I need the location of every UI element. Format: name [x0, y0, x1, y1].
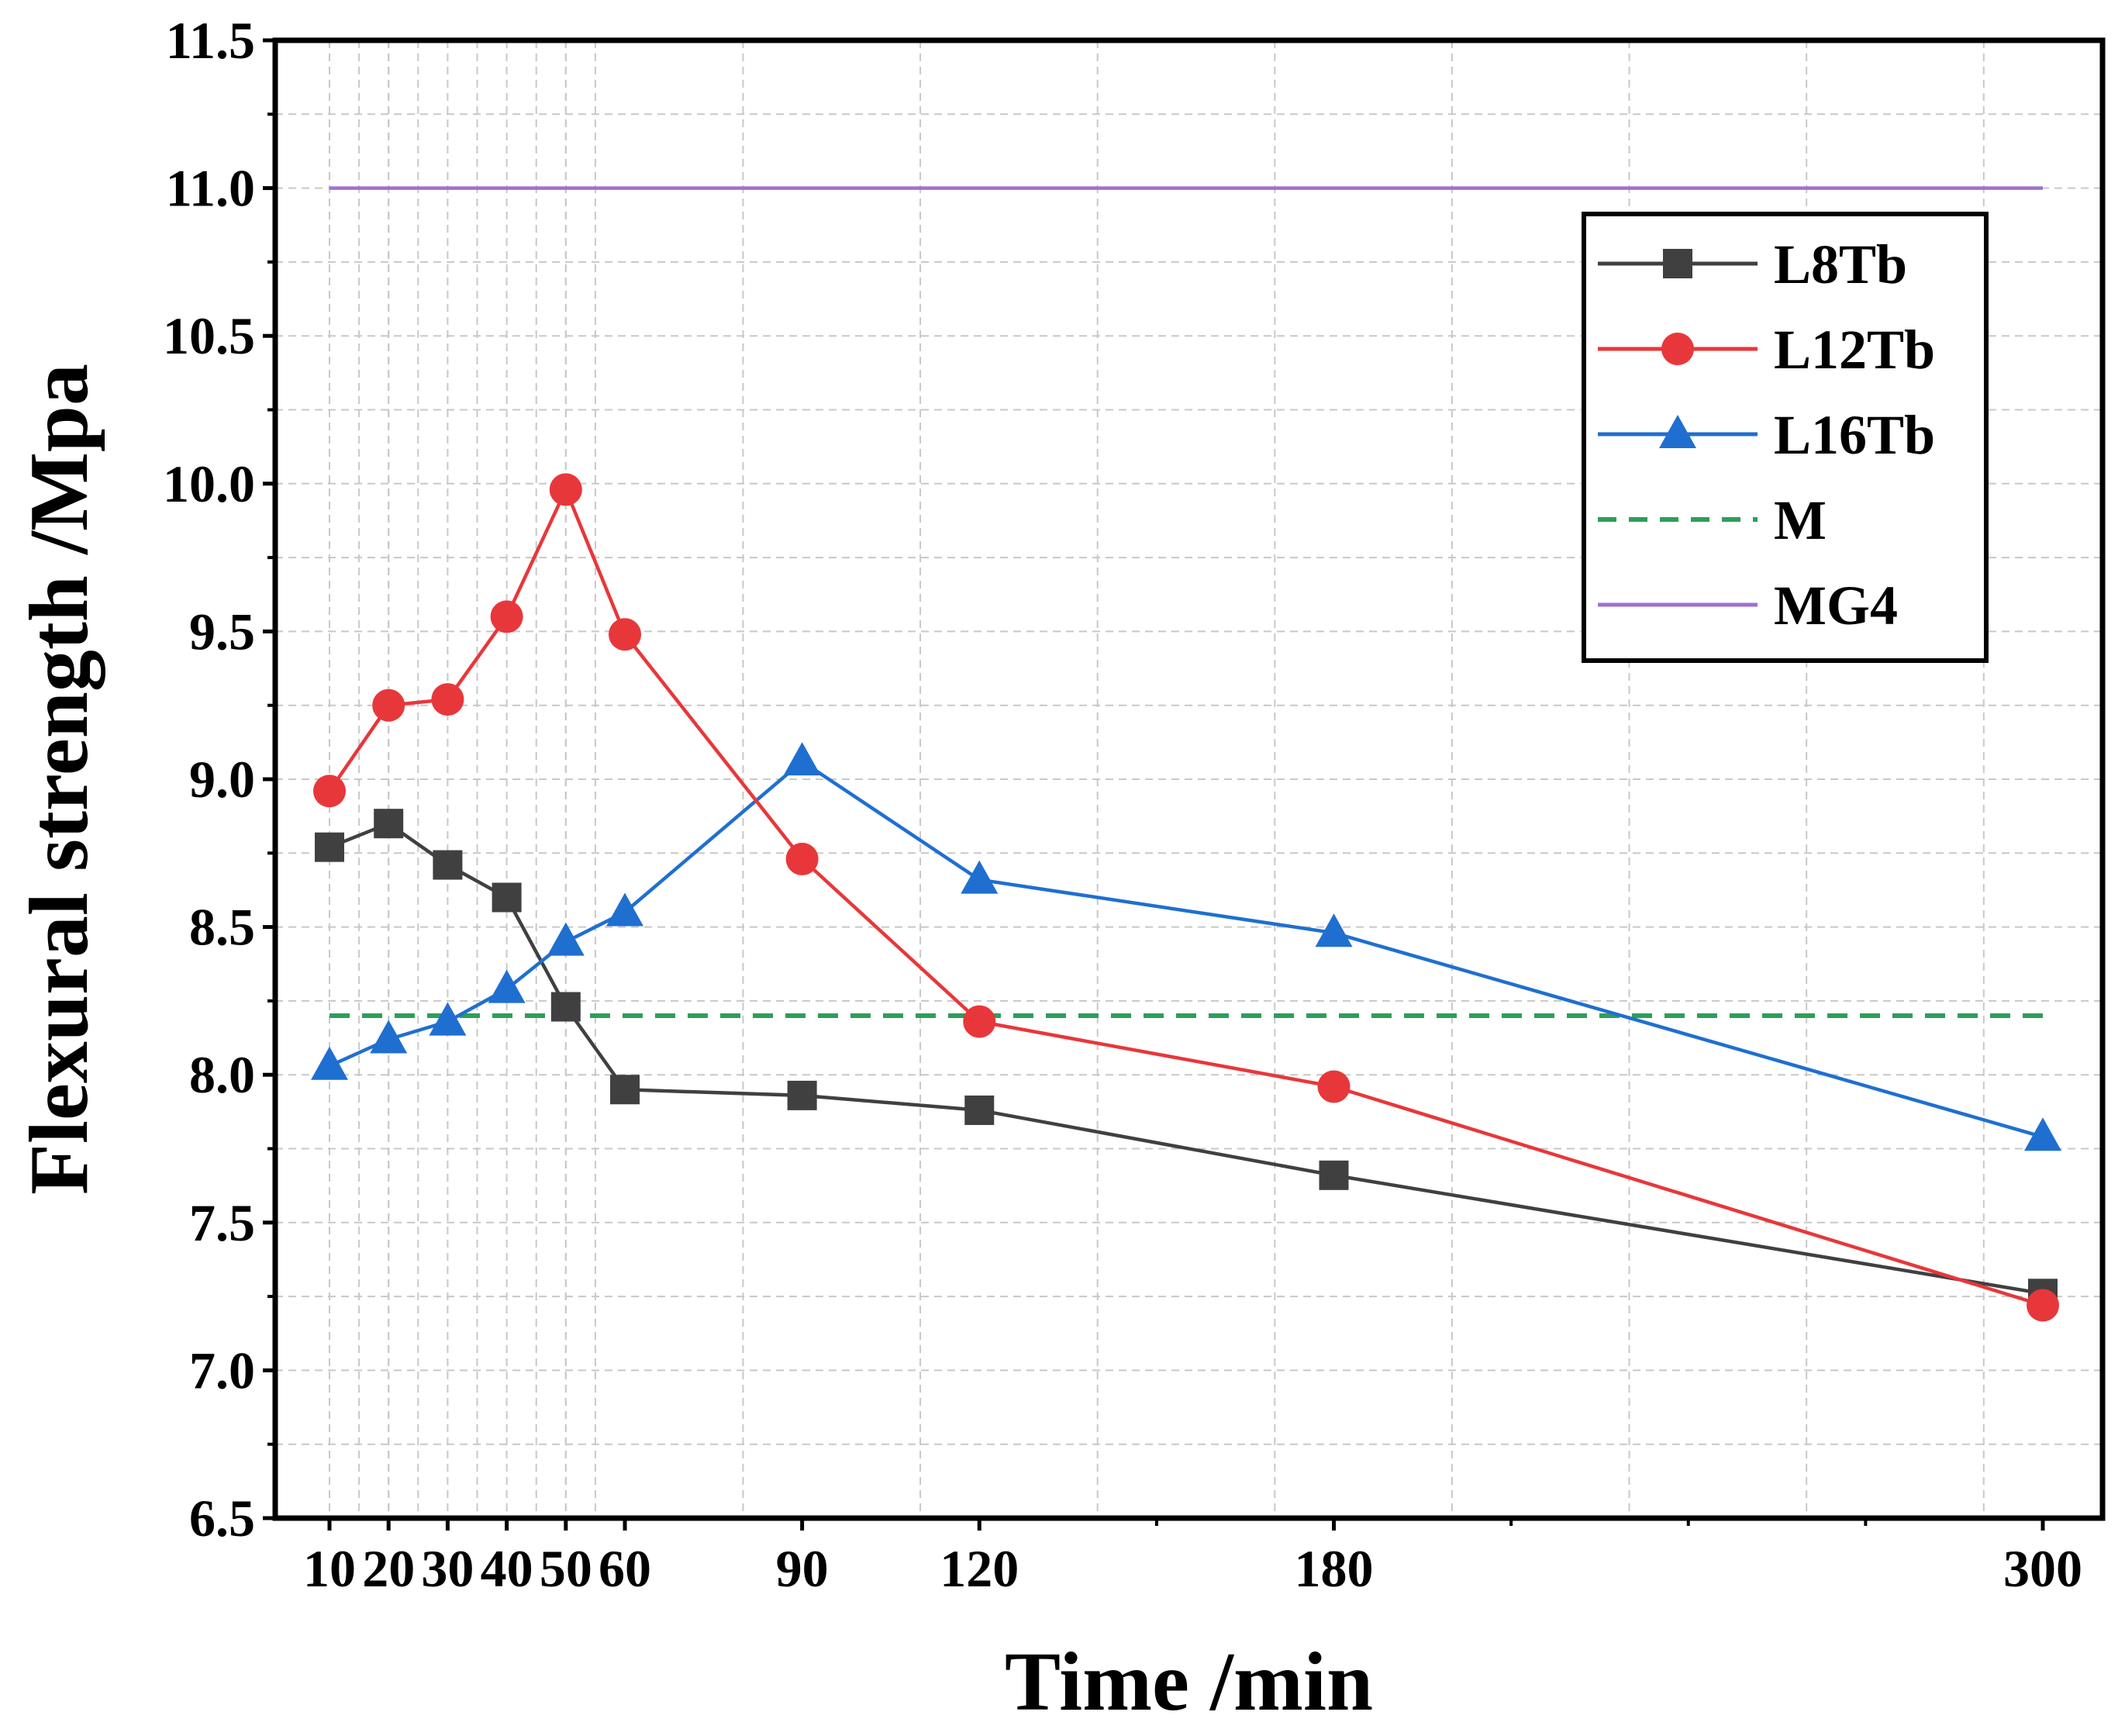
data-point-l12tb — [1317, 1070, 1351, 1103]
legend-item-l12tb: L12Tb — [1598, 319, 1935, 381]
data-point-l16tb — [547, 922, 585, 956]
x-tick-label: 300 — [2003, 1539, 2082, 1598]
x-tick-label: 50 — [540, 1539, 592, 1598]
series-line-l8tb — [329, 821, 2044, 1296]
data-point-l8tb — [964, 1095, 995, 1125]
x-tick-label: 90 — [776, 1539, 829, 1598]
data-point-l8tb — [610, 1075, 640, 1105]
y-tick-label: 6.5 — [189, 1489, 255, 1548]
data-point-l16tb — [488, 969, 526, 1003]
y-axis-title: Flexural strength /Mpa — [13, 364, 105, 1195]
data-point-l16tb — [311, 1046, 348, 1080]
legend-swatch-marker — [1661, 333, 1694, 365]
data-point-l16tb — [370, 1020, 408, 1054]
legend-item-l8tb: L8Tb — [1598, 233, 1907, 295]
x-axis-title: Time /min — [1005, 1636, 1373, 1728]
data-point-l16tb — [961, 860, 999, 894]
x-tick-label: 40 — [481, 1539, 533, 1598]
legend-label: L12Tb — [1774, 319, 1935, 381]
data-point-l8tb — [1319, 1160, 1349, 1190]
data-point-l16tb — [1315, 913, 1353, 947]
y-tick-label: 11.0 — [166, 159, 255, 218]
y-tick-label: 8.5 — [189, 898, 255, 957]
y-tick-label: 10.5 — [163, 306, 255, 365]
axis-ticks: 6.5 7.0 7.5 8.0 8.5 9.0 9.5 10.0 10.5 11.0 11.5 10 2… — [163, 11, 2082, 1598]
x-tick-label: 60 — [599, 1539, 651, 1598]
data-point-l8tb — [787, 1080, 817, 1110]
y-tick-label: 7.5 — [189, 1193, 255, 1252]
series-l16tb — [311, 742, 2061, 1151]
data-point-l16tb — [2024, 1117, 2061, 1151]
y-tick-label: 9.5 — [189, 602, 255, 661]
x-tick-label: 10 — [303, 1539, 356, 1598]
series-l8tb — [315, 809, 2058, 1309]
y-tick-label: 8.0 — [189, 1045, 255, 1104]
x-tick-label: 120 — [940, 1539, 1019, 1598]
data-point-l12tb — [785, 842, 819, 875]
data-point-l8tb — [492, 882, 522, 913]
legend: L8Tb L12Tb L16Tb M MG4 — [1582, 212, 1989, 663]
legend-box — [1582, 212, 1989, 663]
data-point-l16tb — [783, 742, 821, 776]
series-line-l16tb — [329, 759, 2044, 1139]
data-point-l12tb — [963, 1005, 996, 1038]
legend-swatch-marker — [1659, 415, 1696, 448]
legend-label: MG4 — [1774, 575, 1898, 637]
data-point-l12tb — [372, 689, 405, 722]
data-point-l12tb — [2027, 1289, 2059, 1322]
y-tick-label: 10.0 — [163, 454, 255, 513]
data-point-l8tb — [550, 992, 581, 1022]
data-point-l8tb — [433, 850, 463, 880]
x-tick-label: 30 — [421, 1539, 474, 1598]
series-layer — [311, 186, 2061, 1322]
data-point-l16tb — [606, 892, 644, 927]
data-point-l12tb — [609, 618, 642, 651]
data-point-l12tb — [490, 600, 523, 633]
y-tick-label: 7.0 — [189, 1341, 255, 1399]
data-point-l12tb — [313, 775, 346, 808]
legend-item-l16tb: L16Tb — [1598, 404, 1935, 466]
series-line-l12tb — [328, 488, 2044, 1307]
y-tick-label: 11.5 — [166, 11, 255, 70]
data-point-l12tb — [549, 473, 582, 506]
x-tick-label: 20 — [362, 1539, 415, 1598]
legend-item-mg4: MG4 — [1598, 575, 1898, 637]
legend-swatch-marker — [1663, 249, 1692, 278]
legend-item-m: M — [1598, 489, 1827, 551]
data-point-l16tb — [429, 1002, 467, 1036]
x-tick-label: 180 — [1295, 1539, 1374, 1598]
legend-label: M — [1774, 489, 1827, 551]
legend-label: L8Tb — [1774, 233, 1907, 295]
data-point-l12tb — [431, 683, 464, 716]
series-l12tb — [313, 473, 2059, 1322]
y-tick-label: 9.0 — [189, 750, 255, 809]
legend-label: L16Tb — [1774, 404, 1935, 466]
data-point-l8tb — [315, 832, 344, 862]
data-point-l8tb — [374, 809, 404, 839]
